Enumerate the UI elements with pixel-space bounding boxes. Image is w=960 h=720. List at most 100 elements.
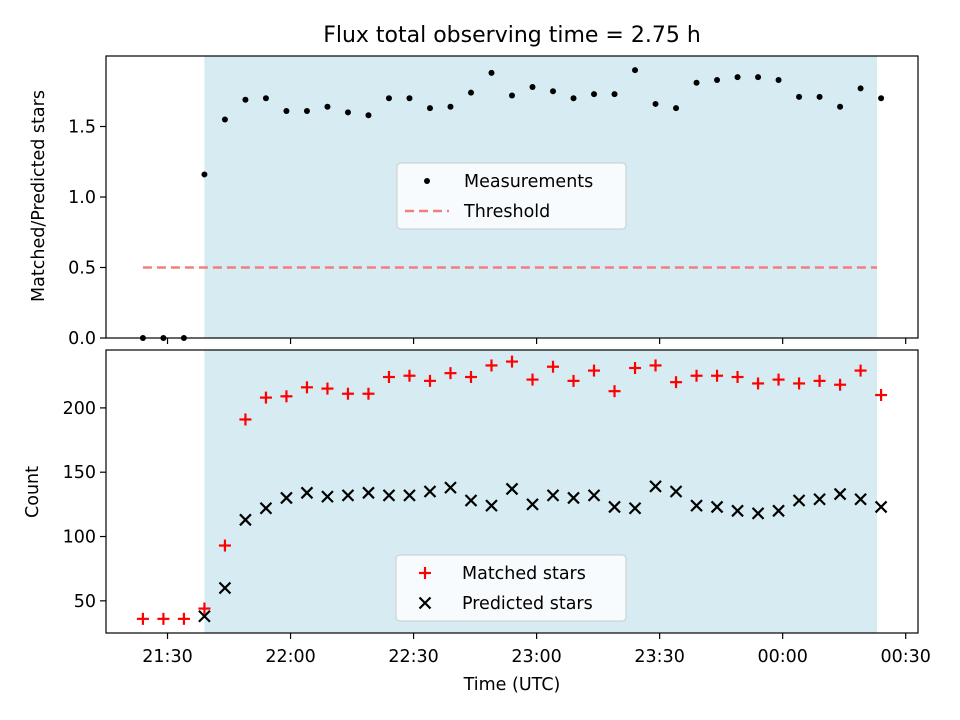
measurement-point [611, 91, 618, 98]
matched-star-point [690, 369, 703, 382]
top-y-axis-label: Matched/Predicted stars [29, 90, 49, 302]
predicted-star-point [669, 485, 683, 498]
measurement-point [365, 112, 372, 119]
y-tick-label: 100 [63, 528, 96, 548]
predicted-star-point [792, 494, 806, 507]
predicted-star-point [239, 513, 252, 527]
matched-star-point [813, 374, 826, 387]
measurement-point [221, 116, 228, 123]
predicted-star-point [280, 491, 293, 505]
bottom-y-axis-label: Count [23, 466, 43, 518]
legend-label-predicted: Predicted stars [462, 594, 593, 614]
matched-star-point [300, 381, 313, 394]
measurement-point [447, 103, 454, 110]
measurement-point [509, 92, 515, 99]
measurement-point [693, 79, 700, 86]
matched-star-point [506, 355, 518, 368]
predicted-star-point [710, 500, 724, 514]
matched-star-point [321, 382, 334, 395]
matched-star-point [547, 360, 560, 373]
measurement-point [242, 96, 249, 103]
predicted-star-point [649, 480, 662, 493]
measurement-point [180, 335, 187, 341]
measurement-point [878, 95, 885, 102]
measurement-point [426, 105, 433, 112]
predicted-star-point [259, 501, 273, 515]
y-tick-label: 150 [63, 463, 96, 483]
predicted-star-point [690, 499, 703, 512]
measurement-point [775, 76, 782, 83]
measurement-point [283, 107, 290, 114]
predicted-star-point [874, 500, 888, 514]
matched-star-point [526, 373, 539, 386]
measurement-point [714, 76, 721, 83]
axes-frame [105, 349, 919, 634]
matched-star-point [177, 612, 190, 625]
matched-star-point [239, 413, 252, 426]
measurement-point [201, 171, 208, 178]
matched-star-point [444, 367, 457, 380]
measurement-point [570, 95, 577, 102]
measurement-point [406, 95, 413, 102]
legend-label-matched: Matched stars [462, 564, 586, 584]
measurement-point [755, 74, 762, 81]
measurement-point [816, 93, 823, 100]
matched-star-point [341, 387, 354, 400]
measurement-point [529, 84, 536, 91]
measurement-point [734, 74, 741, 81]
predicted-star-point [546, 489, 560, 502]
predicted-star-point [526, 498, 539, 511]
measurement-point [857, 85, 864, 92]
measurement-point [652, 100, 659, 107]
x-tick-label: 21:30 [142, 647, 192, 667]
y-tick-label: 0.0 [68, 329, 96, 349]
top-panel-ratio: 0.0 0.5 1.0 1.5 Measurements Threshold [68, 55, 919, 349]
matched-star-point [793, 377, 806, 390]
x-tick-label: 22:30 [388, 647, 438, 667]
measurement-point [467, 89, 474, 96]
x-tick-label: 23:00 [511, 647, 561, 667]
matched-star-point [485, 359, 498, 372]
matched-star-point [711, 369, 724, 382]
matched-star-point [362, 387, 375, 400]
matched-star-point [875, 389, 888, 402]
measurement-point [139, 335, 146, 341]
matched-star-point [649, 359, 662, 372]
predicted-star-point [854, 492, 867, 506]
measurement-point [632, 67, 639, 74]
y-tick-label: 200 [63, 399, 96, 419]
matched-star-point [854, 364, 867, 377]
measurement-point [385, 95, 392, 102]
matched-star-point [752, 377, 765, 390]
matched-star-point [464, 371, 477, 384]
predicted-star-point [218, 581, 232, 595]
measurement-point [324, 103, 331, 110]
measurement-point [262, 95, 269, 102]
matched-star-point [608, 385, 621, 398]
matched-star-point [136, 612, 149, 625]
predicted-star-point [608, 500, 621, 514]
matched-star-point [259, 391, 272, 404]
predicted-star-point [382, 489, 396, 502]
x-tick-label: 23:30 [634, 647, 684, 667]
predicted-star-point [444, 481, 457, 494]
matched-star-point [772, 373, 785, 386]
predicted-star-point [813, 492, 826, 506]
predicted-star-point [751, 507, 765, 520]
predicted-star-point [321, 490, 334, 503]
measurement-point [488, 69, 495, 76]
matched-star-point [157, 612, 170, 625]
legend-marker-matched [419, 567, 431, 579]
predicted-star-point [505, 482, 519, 496]
matched-star-point [834, 378, 847, 391]
measurement-point [673, 105, 680, 112]
predicted-star-point [587, 489, 601, 502]
predicted-star-point [423, 485, 437, 498]
matched-star-point [403, 369, 416, 382]
measurement-point [344, 109, 351, 116]
y-tick-label: 0.5 [68, 259, 96, 279]
predicted-star-point [485, 499, 498, 512]
bottom-legend-box [395, 554, 627, 622]
measurement-point [160, 335, 167, 341]
